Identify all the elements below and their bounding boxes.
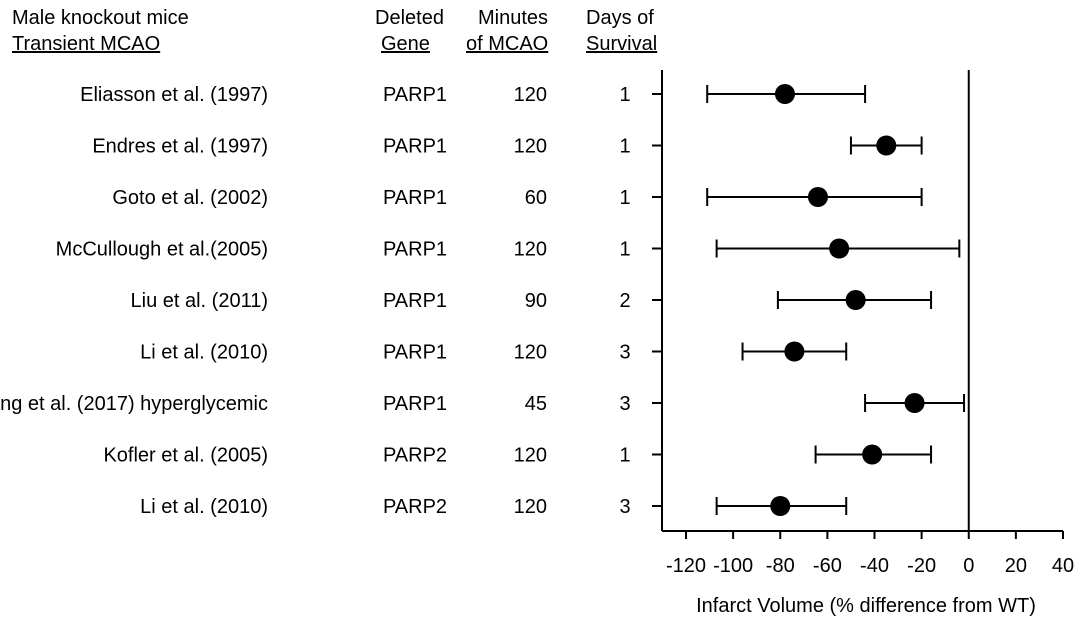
- study-label: Li et al. (2010): [140, 342, 268, 364]
- days-value: 1: [619, 187, 630, 209]
- minutes-value: 120: [514, 239, 547, 261]
- study-label: Li et al. (2010): [140, 496, 268, 518]
- x-tick-label: -120: [666, 555, 706, 577]
- days-value: 3: [619, 342, 630, 364]
- header-days-line1: Days of: [586, 7, 654, 29]
- gene-value: PARP1: [383, 290, 447, 312]
- gene-value: PARP2: [383, 445, 447, 467]
- minutes-value: 45: [525, 393, 547, 415]
- x-tick-label: -60: [813, 555, 842, 577]
- effect-point: [774, 84, 795, 104]
- minutes-value: 120: [514, 84, 547, 106]
- gene-value: PARP1: [383, 187, 447, 209]
- days-value: 1: [619, 84, 630, 106]
- days-value: 2: [619, 290, 630, 312]
- minutes-value: 120: [514, 496, 547, 518]
- gene-value: PARP1: [383, 239, 447, 261]
- study-label: Kofler et al. (2005): [103, 445, 268, 467]
- effect-point: [862, 444, 883, 465]
- effect-point: [904, 393, 925, 413]
- effect-point: [784, 341, 805, 362]
- gene-value: PARP2: [383, 496, 447, 518]
- header-days-line2: Survival: [586, 33, 657, 55]
- study-label: Goto et al. (2002): [112, 187, 268, 209]
- study-label: Liu et al. (2011): [131, 290, 269, 312]
- x-axis-title: Infarct Volume (% difference from WT): [696, 595, 1036, 617]
- x-tick-label: 40: [1052, 555, 1074, 577]
- effect-point: [829, 238, 850, 259]
- days-value: 3: [619, 393, 630, 415]
- study-label: Zhang et al. (2017) hyperglycemic: [0, 393, 268, 415]
- x-tick-label: -40: [860, 555, 889, 577]
- gene-value: PARP1: [383, 136, 447, 158]
- days-value: 1: [619, 136, 630, 158]
- days-value: 1: [619, 239, 630, 261]
- minutes-value: 60: [525, 187, 547, 209]
- chart-title: Male knockout mice: [12, 7, 189, 29]
- minutes-value: 120: [514, 136, 547, 158]
- study-label: Endres et al. (1997): [92, 136, 268, 158]
- study-label: Eliasson et al. (1997): [80, 84, 268, 106]
- x-tick-label: -80: [766, 555, 795, 577]
- x-tick-label: 0: [963, 555, 974, 577]
- gene-value: PARP1: [383, 342, 447, 364]
- gene-value: PARP1: [383, 393, 447, 415]
- x-tick-label: -100: [713, 555, 753, 577]
- header-gene-line1: Deleted: [375, 7, 444, 29]
- header-minutes-line2: of MCAO: [466, 33, 548, 55]
- header-minutes-line1: Minutes: [478, 7, 548, 29]
- effect-point: [876, 135, 897, 156]
- study-label: McCullough et al.(2005): [56, 239, 268, 261]
- effect-point: [807, 187, 828, 207]
- days-value: 1: [619, 445, 630, 467]
- minutes-value: 90: [525, 290, 547, 312]
- gene-value: PARP1: [383, 84, 447, 106]
- minutes-value: 120: [514, 342, 547, 364]
- x-tick-label: -20: [907, 555, 936, 577]
- plot-marks: [652, 84, 966, 516]
- chart-subtitle: Transient MCAO: [12, 33, 160, 55]
- effect-point: [845, 290, 866, 310]
- study-rows: Eliasson et al. (1997) PARP1 120 1 Endres et…: [0, 84, 631, 518]
- days-value: 3: [619, 496, 630, 518]
- minutes-value: 120: [514, 445, 547, 467]
- effect-point: [770, 496, 791, 516]
- x-axis: -120 -100 -80 -60 -40 -20 0 20 40: [661, 70, 1074, 577]
- x-tick-label: 20: [1005, 555, 1027, 577]
- header-gene-line2: Gene: [381, 33, 430, 55]
